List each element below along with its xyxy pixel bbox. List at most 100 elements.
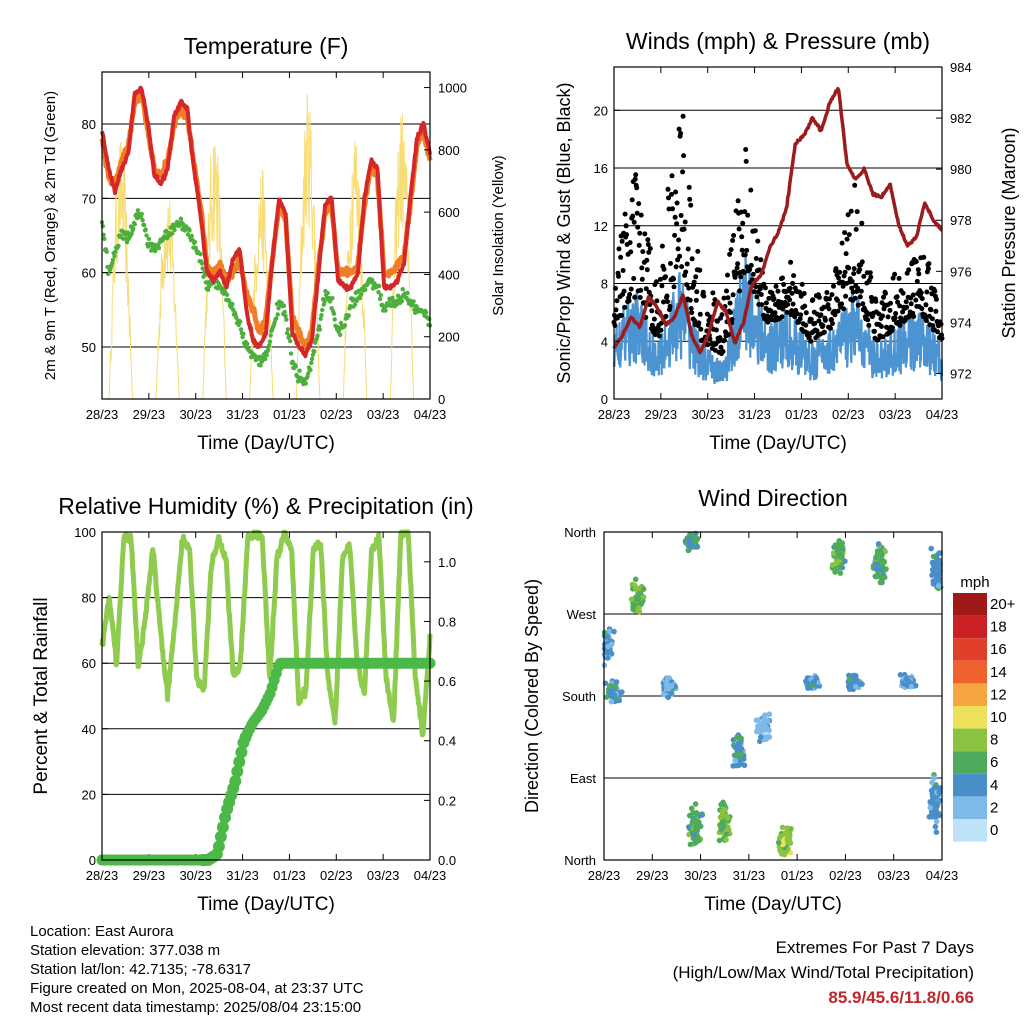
gust-point (685, 246, 691, 252)
gust-point (915, 267, 921, 273)
direction-point (753, 717, 760, 723)
temp-ytick-label: 80 (82, 117, 96, 132)
gust-point (632, 176, 638, 182)
gust-point (664, 293, 670, 299)
direction-point (931, 784, 938, 791)
gust-point (674, 221, 680, 227)
gust-point (842, 269, 848, 275)
direction-point (762, 712, 768, 718)
gust-point (845, 212, 851, 218)
direction-point (852, 683, 859, 690)
gust-point (680, 169, 686, 175)
station-location: Location: East Aurora (30, 923, 174, 940)
dewpoint-point (376, 289, 381, 295)
dewpoint-point (206, 287, 211, 292)
gust-point (825, 302, 831, 308)
dewpoint-point (241, 331, 246, 336)
dewpoint-point (293, 364, 298, 369)
dewpoint-point (156, 245, 162, 251)
gust-point (681, 226, 687, 232)
dewpoint-point (238, 319, 243, 324)
dewpoint-point (285, 327, 291, 332)
gust-point (698, 326, 704, 332)
gust-point (832, 312, 838, 318)
gust-point (657, 276, 663, 282)
direction-point (732, 744, 738, 750)
gust-point (933, 308, 939, 314)
gust-point (727, 300, 733, 306)
wind-y2tick-label: 978 (950, 213, 972, 228)
dewpoint-point (113, 249, 118, 255)
gust-point (710, 290, 716, 296)
gust-point (730, 292, 736, 298)
dewpoint-point (284, 317, 289, 322)
gust-point (731, 233, 737, 238)
gust-point (682, 219, 688, 225)
gust-point (654, 298, 660, 304)
rh-ytick-label: 100 (74, 525, 96, 540)
gust-point (842, 230, 848, 236)
gust-point (880, 334, 886, 340)
gust-point (789, 290, 795, 296)
temp-y2tick-label: 600 (438, 205, 460, 220)
gust-point (691, 279, 697, 285)
temp-xlabel: Time (Day/UTC) (197, 433, 335, 454)
direction-point (605, 643, 612, 650)
gust-point (836, 275, 842, 281)
gust-point (799, 281, 805, 287)
direction-point (873, 561, 879, 567)
direction-point (687, 841, 694, 848)
rh-panel: 28/23 29/23 30/23 31/23 01/23 02/23 03/23 04/23… (31, 493, 474, 915)
gust-point (835, 308, 841, 314)
gust-point (829, 317, 834, 322)
gust-point (669, 191, 674, 197)
gust-point (659, 243, 665, 249)
dewpoint-point (276, 306, 281, 311)
direction-point (690, 831, 697, 838)
gust-point (852, 182, 858, 188)
gust-point (868, 294, 874, 300)
gust-point (712, 297, 718, 303)
dewpoint-point (295, 379, 301, 384)
rh-ytick-label: 60 (82, 656, 96, 671)
dir-ytick-label: West (567, 607, 597, 622)
gust-point (672, 232, 678, 238)
gust-point (791, 273, 797, 279)
rh-xtick-label: 29/23 (133, 868, 166, 883)
rh-ytick-label: 0 (89, 853, 96, 868)
gust-point (637, 295, 643, 300)
gust-point (840, 283, 846, 289)
gust-point (814, 328, 820, 334)
dewpoint-point (110, 257, 116, 262)
dewpoint-point (234, 315, 239, 320)
dewpoint-point (288, 351, 294, 356)
gust-point (846, 232, 852, 238)
direction-point (766, 711, 773, 717)
temp-y2label: Solar Insolation (Yellow) (490, 155, 507, 315)
direction-point (719, 819, 725, 826)
speed-legend-label: 16 (990, 641, 1007, 658)
gust-point (865, 317, 871, 323)
dewpoint-point (140, 218, 145, 223)
precip-point (235, 746, 248, 759)
gust-point (816, 294, 822, 300)
gust-point (675, 246, 681, 252)
gust-point (741, 270, 747, 276)
gust-point (851, 271, 857, 277)
temp-ytick-label: 70 (82, 191, 96, 206)
direction-point (835, 565, 841, 571)
gust-point (721, 295, 727, 301)
dewpoint-point (308, 367, 313, 373)
direction-point (733, 762, 740, 769)
direction-point (931, 567, 937, 573)
gust-point (621, 288, 627, 294)
direction-point (932, 823, 939, 830)
direction-point (839, 564, 846, 571)
gust-point (644, 267, 650, 273)
direction-point (879, 576, 886, 582)
gust-point (780, 275, 785, 281)
gust-point (778, 299, 784, 305)
gust-point (667, 303, 673, 309)
